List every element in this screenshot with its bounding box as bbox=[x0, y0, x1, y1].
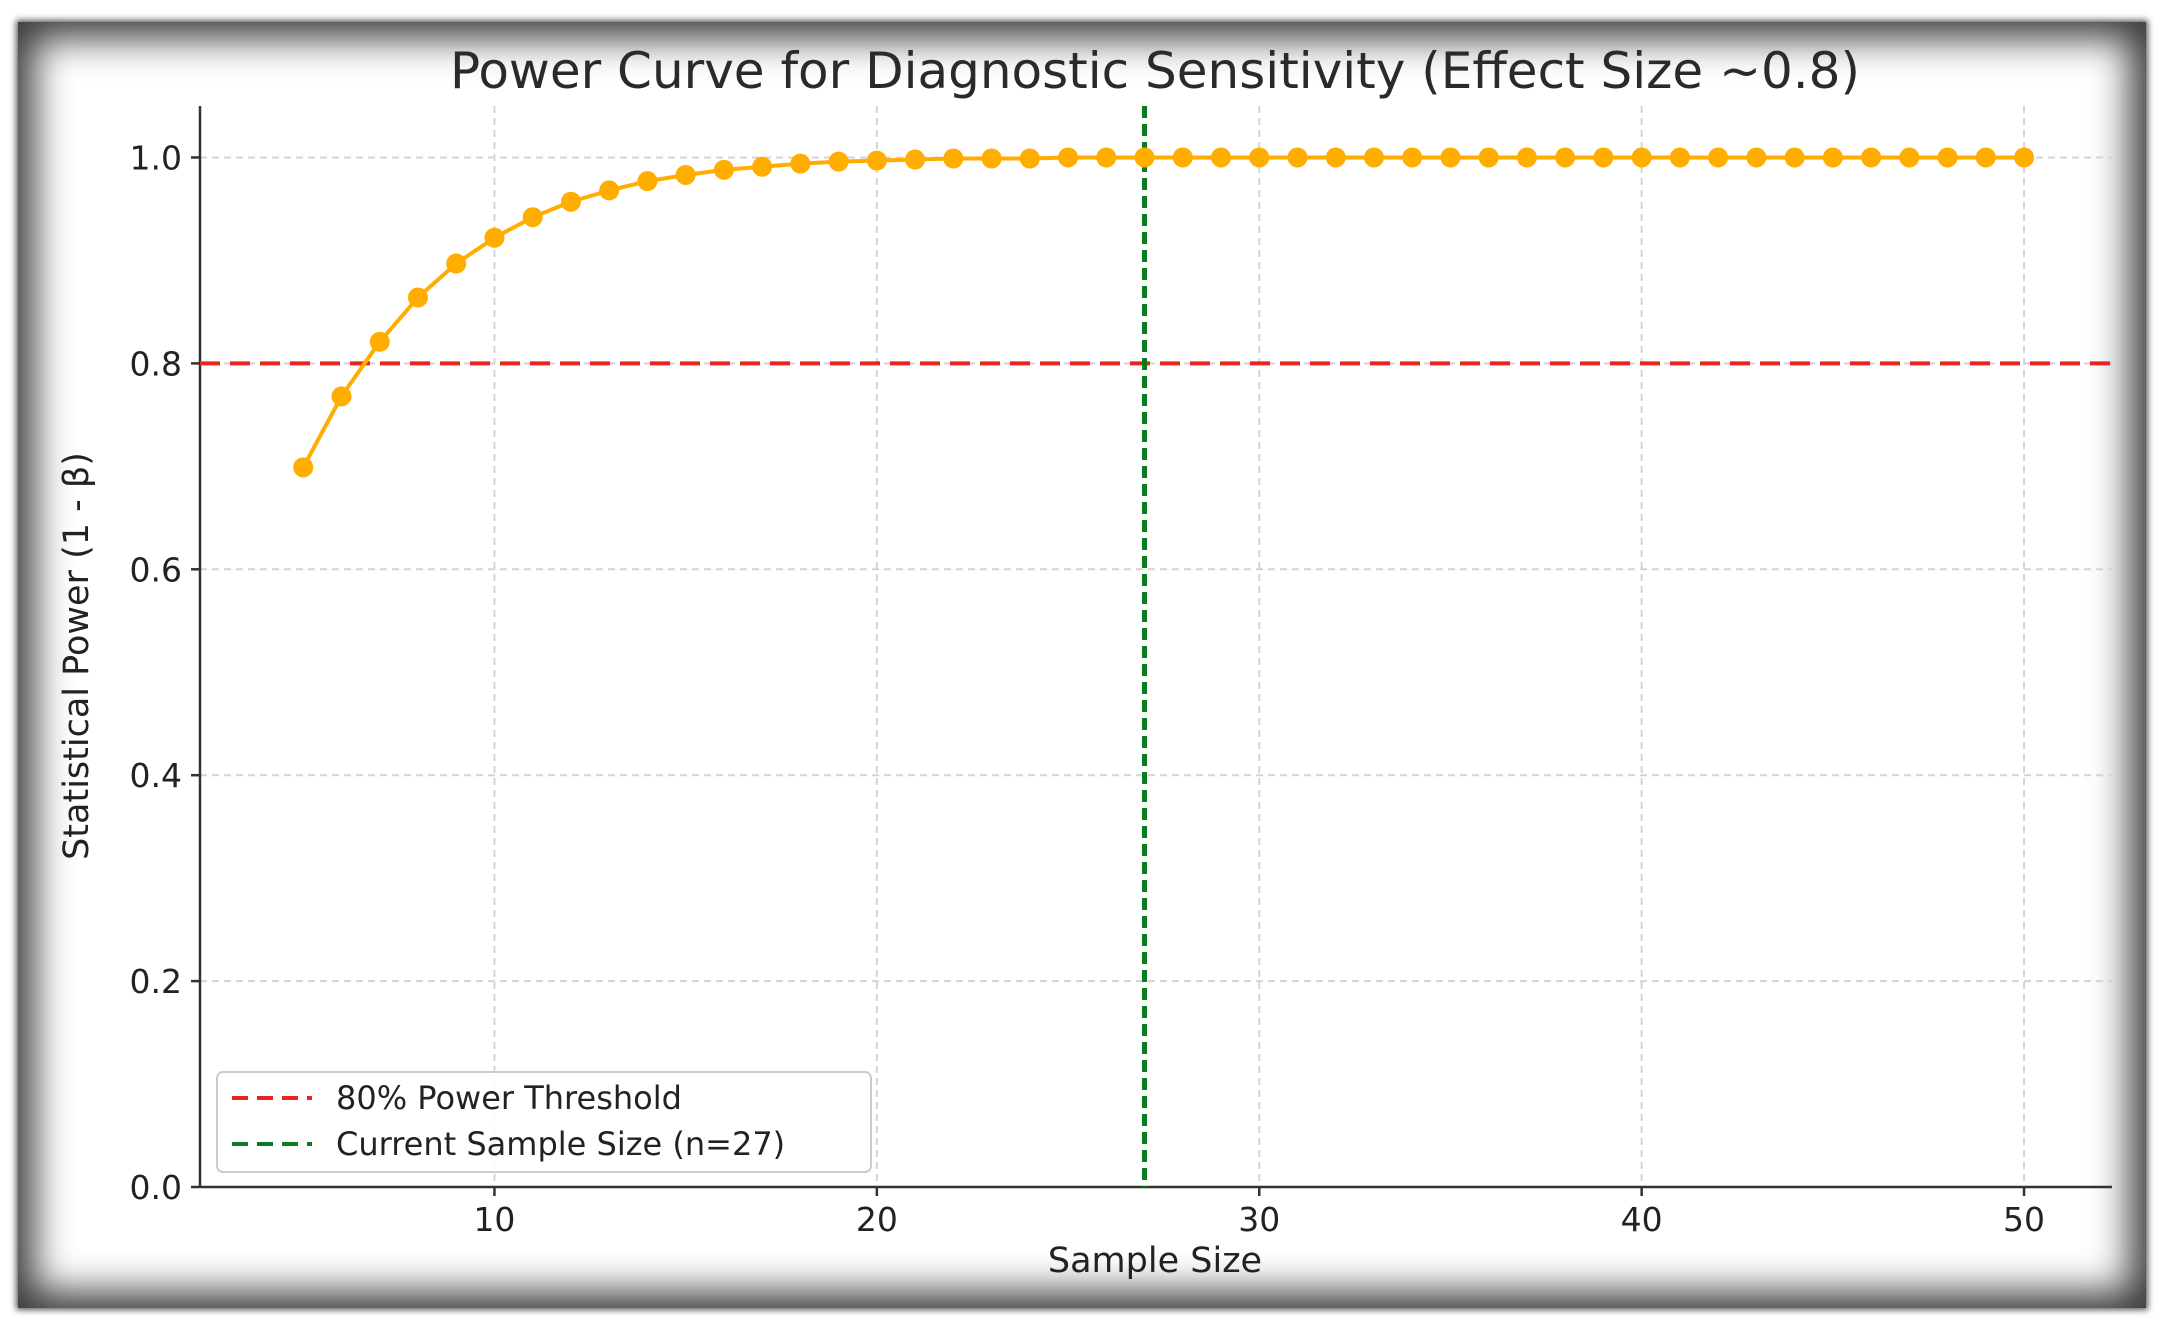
data-point bbox=[828, 151, 849, 172]
y-axis-title: Statistical Power (1 - β) bbox=[57, 452, 97, 860]
legend-label-current-sample: Current Sample Size (n=27) bbox=[336, 1125, 785, 1163]
reference-lines bbox=[200, 106, 2112, 1187]
data-point bbox=[1134, 147, 1155, 168]
data-point bbox=[1631, 147, 1652, 168]
legend: 80% Power Threshold Current Sample Size … bbox=[216, 1071, 872, 1173]
data-point bbox=[2014, 147, 2035, 168]
data-point bbox=[866, 150, 887, 171]
y-tick-label-5: 1.0 bbox=[130, 138, 182, 177]
data-point bbox=[599, 180, 620, 201]
data-point bbox=[1440, 147, 1461, 168]
data-point bbox=[369, 331, 390, 352]
data-point bbox=[1096, 147, 1117, 168]
x-tick-label-2: 30 bbox=[1238, 1200, 1280, 1239]
data-point bbox=[484, 227, 505, 248]
y-tick-label-3: 0.6 bbox=[130, 550, 182, 589]
data-point bbox=[1478, 147, 1499, 168]
x-tick-label-4: 50 bbox=[2003, 1200, 2045, 1239]
data-point bbox=[1172, 147, 1193, 168]
data-point bbox=[1287, 147, 1308, 168]
tick-labels: 10 20 30 40 50 0.0 0.2 0.4 0.6 0.8 1.0 bbox=[130, 138, 2046, 1239]
data-point bbox=[752, 156, 773, 177]
axes bbox=[198, 106, 2112, 1189]
data-point bbox=[713, 159, 734, 180]
data-point bbox=[1211, 147, 1232, 168]
data-series bbox=[293, 147, 2035, 478]
data-point bbox=[1708, 147, 1729, 168]
data-point bbox=[1861, 147, 1882, 168]
data-point bbox=[1058, 147, 1079, 168]
data-point bbox=[1019, 148, 1040, 169]
data-point bbox=[1784, 147, 1805, 168]
legend-box bbox=[216, 1071, 872, 1173]
data-point bbox=[1325, 147, 1346, 168]
grid-lines bbox=[200, 106, 2112, 1188]
x-tick-label-0: 10 bbox=[473, 1200, 515, 1239]
chart-title: Power Curve for Diagnostic Sensitivity (… bbox=[450, 42, 1860, 100]
data-point bbox=[560, 191, 581, 212]
data-point bbox=[1746, 147, 1767, 168]
x-tick-label-1: 20 bbox=[856, 1200, 898, 1239]
data-point bbox=[331, 386, 352, 407]
legend-label-threshold: 80% Power Threshold bbox=[336, 1079, 682, 1117]
data-point bbox=[1402, 147, 1423, 168]
data-point bbox=[1516, 147, 1537, 168]
y-tick-label-1: 0.2 bbox=[130, 962, 182, 1001]
series-line-0 bbox=[301, 155, 2025, 469]
data-point bbox=[1669, 147, 1690, 168]
data-point bbox=[407, 287, 428, 308]
data-point bbox=[293, 457, 314, 478]
data-point bbox=[1249, 147, 1270, 168]
data-point bbox=[1937, 147, 1958, 168]
data-point bbox=[1899, 147, 1920, 168]
data-point bbox=[790, 153, 811, 174]
data-point bbox=[1822, 147, 1843, 168]
data-point bbox=[1555, 147, 1576, 168]
data-point bbox=[1975, 147, 1996, 168]
x-axis-title: Sample Size bbox=[1048, 1241, 1262, 1281]
y-tick-label-4: 0.8 bbox=[130, 344, 182, 383]
x-tick-label-3: 40 bbox=[1621, 1200, 1663, 1239]
data-point bbox=[675, 164, 696, 185]
data-point bbox=[1363, 147, 1384, 168]
data-point bbox=[981, 148, 1002, 169]
data-point bbox=[637, 171, 658, 192]
data-point bbox=[522, 207, 543, 228]
y-tick-label-2: 0.4 bbox=[130, 756, 182, 795]
data-point bbox=[446, 253, 467, 274]
y-tick-label-0: 0.0 bbox=[130, 1168, 182, 1207]
data-point bbox=[943, 148, 964, 169]
data-point bbox=[1593, 147, 1614, 168]
data-point bbox=[905, 149, 926, 170]
